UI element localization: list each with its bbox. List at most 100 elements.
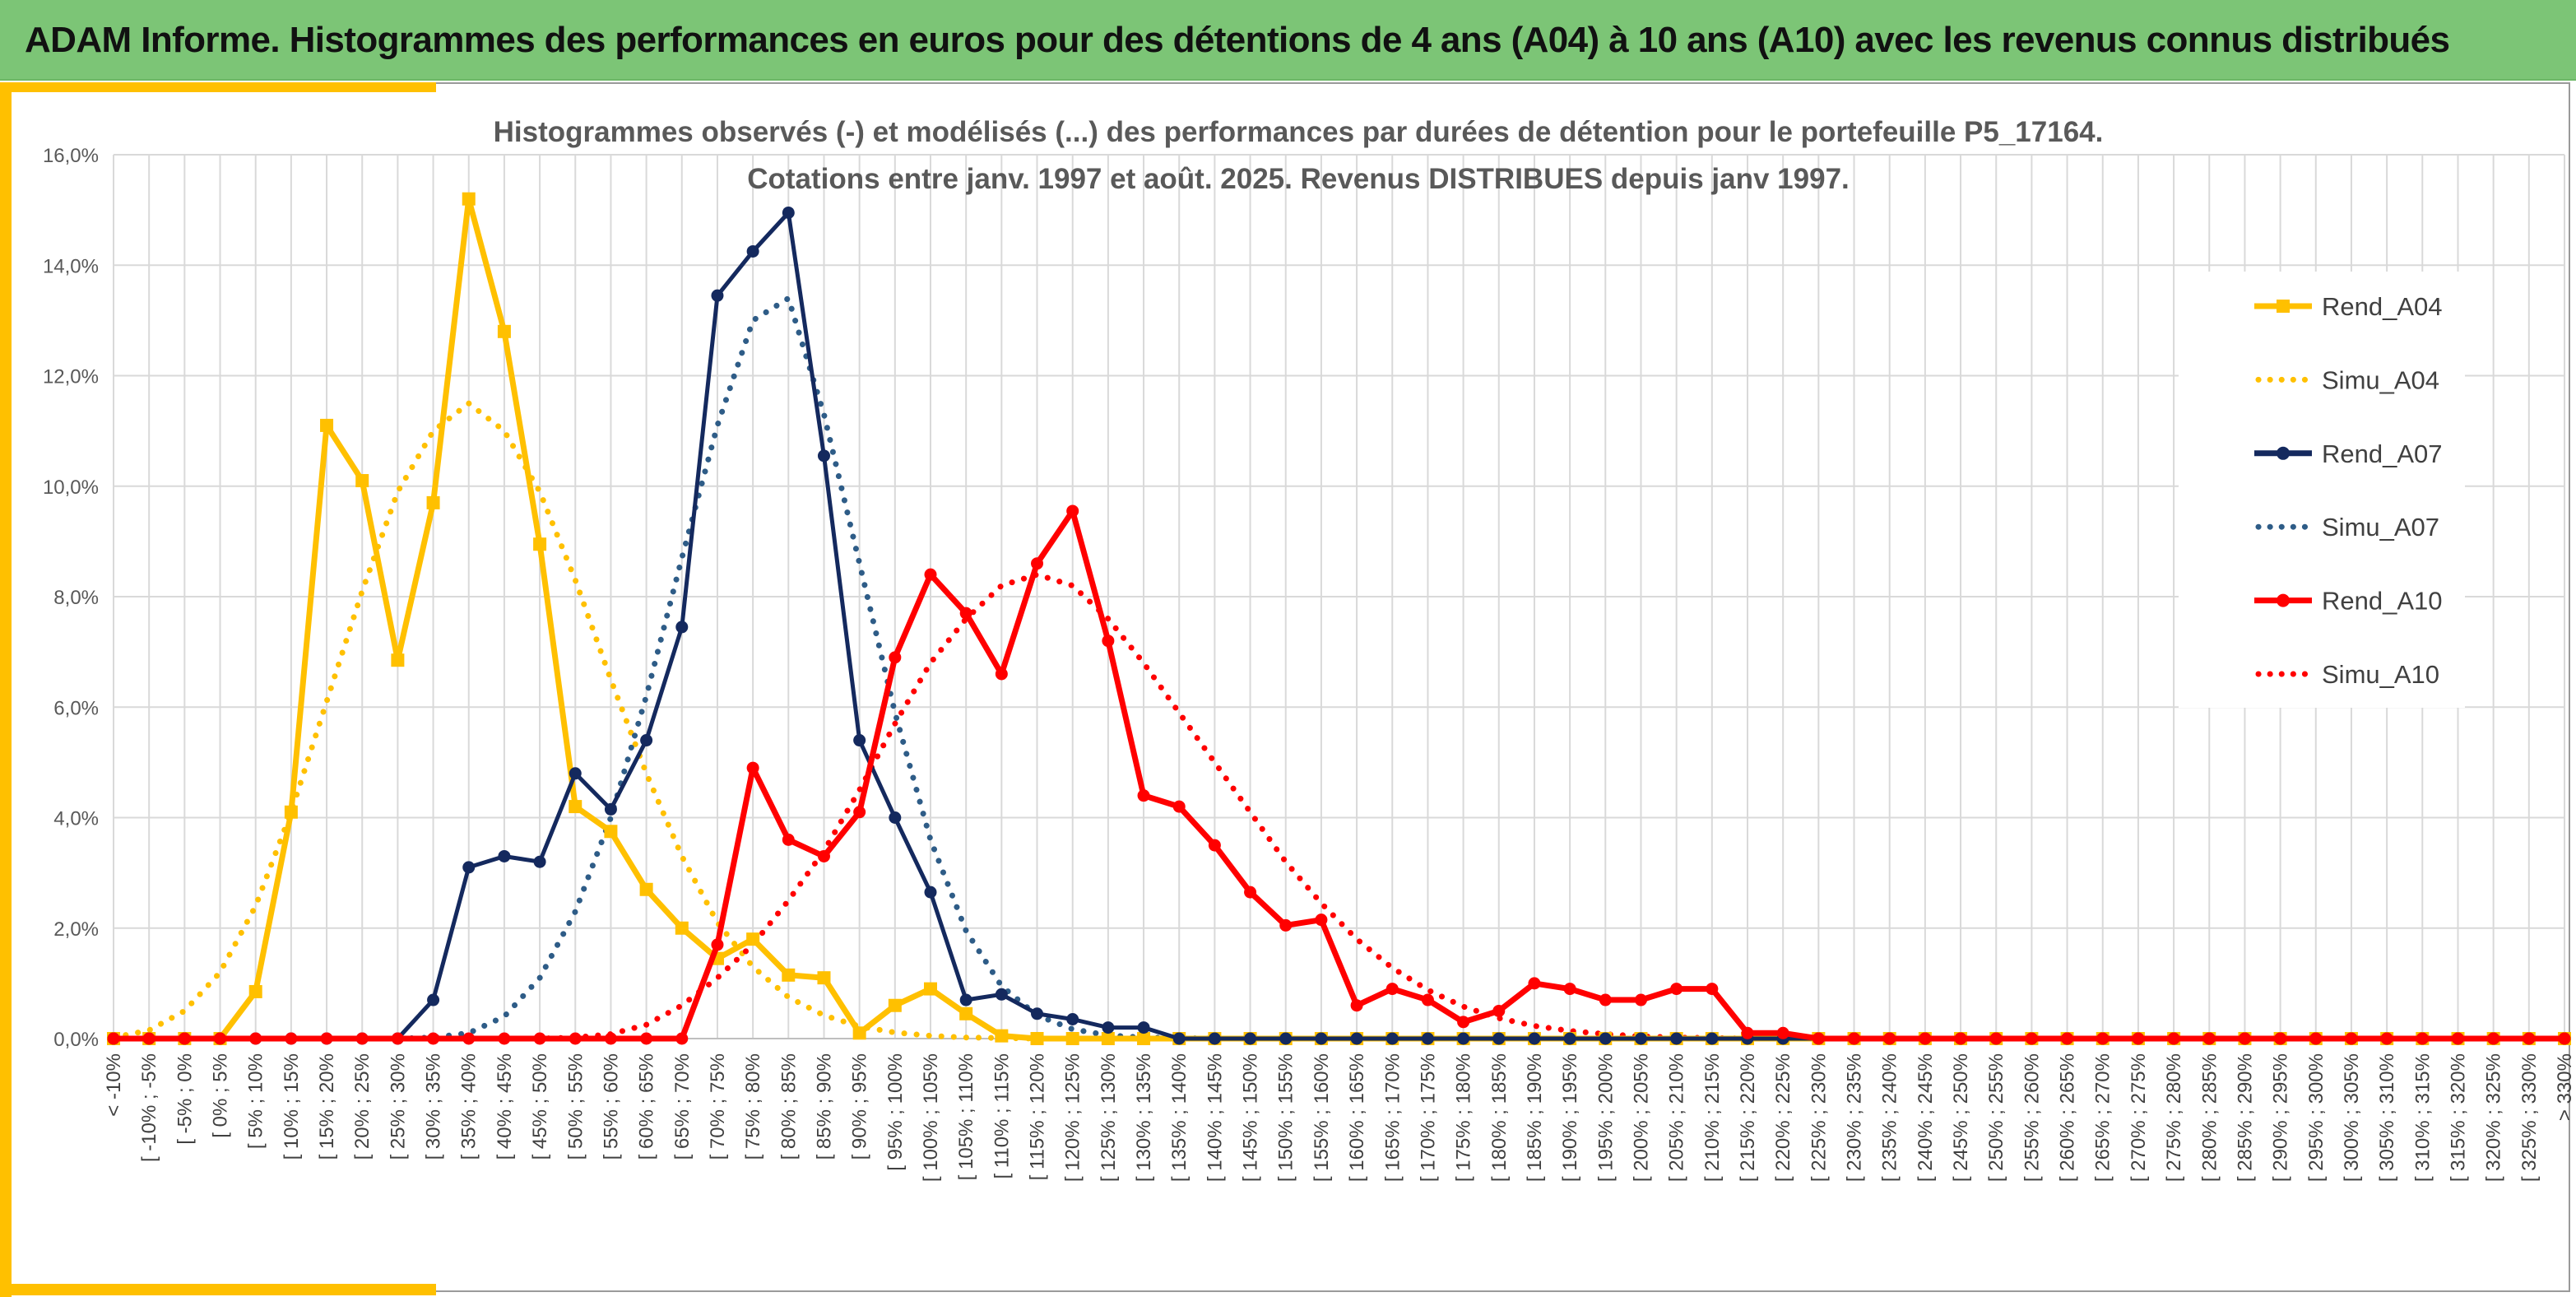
accent-bar-left [0,82,12,1297]
point-rend-a10 [924,568,937,581]
point-rend-a10 [1457,1016,1470,1029]
point-rend-a04 [995,1029,1009,1043]
x-tick-label: [ 100% ; 105% [920,1053,942,1182]
x-tick-label: [ 250% ; 255% [1985,1053,2007,1182]
x-tick-label: [ 135% ; 140% [1168,1053,1191,1182]
point-rend-a07 [1315,1032,1328,1045]
point-rend-a10 [2523,1032,2536,1045]
x-tick-label: [ 25% ; 30% [387,1053,409,1160]
x-tick-label: [ 255% ; 260% [2021,1053,2043,1182]
x-tick-label: [ 265% ; 270% [2092,1053,2114,1182]
point-rend-a07 [1208,1032,1221,1045]
point-rend-a07 [1172,1032,1186,1045]
x-tick-label: [ 275% ; 280% [2163,1053,2185,1182]
point-rend-a10 [1670,983,1683,996]
point-rend-a10 [1848,1032,1861,1045]
point-rend-a04 [959,1006,973,1020]
point-rend-a07 [1279,1032,1293,1045]
point-rend-a10 [711,938,724,951]
point-rend-a07 [604,802,617,816]
x-tick-label: [ 180% ; 185% [1488,1053,1511,1182]
point-rend-a10 [1066,504,1079,518]
point-rend-a10 [355,1032,369,1045]
x-tick-label: [ 280% ; 285% [2198,1053,2221,1182]
report-title: ADAM Informe. Histogrammes des performan… [25,20,2450,60]
x-tick-label: [ 185% ; 190% [1524,1053,1546,1182]
point-rend-a10 [1244,886,1257,899]
x-tick-label: [ 295% ; 300% [2305,1053,2328,1182]
point-rend-a10 [995,667,1008,681]
x-tick-label: [ 85% ; 90% [813,1053,835,1160]
point-rend-a07 [924,886,937,899]
x-tick-label: [ 285% ; 290% [2234,1053,2256,1182]
x-tick-label: [ 0% ; 5% [210,1053,232,1138]
point-rend-a10 [427,1032,440,1045]
point-rend-a04 [533,537,547,551]
point-rend-a07 [1350,1032,1363,1045]
y-tick-label: 2,0% [53,918,99,941]
point-rend-a10 [1421,993,1434,1006]
point-rend-a07 [817,449,830,463]
point-rend-a10 [817,849,830,862]
point-rend-a10 [1989,1032,2003,1045]
point-rend-a07 [853,734,866,747]
point-rend-a07 [1244,1032,1257,1045]
x-tick-label: [ 170% ; 175% [1417,1053,1439,1182]
x-tick-label: [ 50% ; 55% [564,1053,587,1160]
y-tick-label: 16,0% [43,145,99,167]
point-rend-a10 [1528,977,1541,990]
x-tick-label: [ 210% ; 215% [1701,1053,1724,1182]
point-rend-a07 [1102,1021,1115,1034]
x-tick-label: [ 270% ; 275% [2128,1053,2150,1182]
x-tick-label: [ 150% ; 155% [1275,1053,1297,1182]
x-tick-label: [ 70% ; 75% [707,1053,729,1160]
y-tick-label: 10,0% [43,476,99,499]
point-rend-a10 [2096,1032,2110,1045]
legend: Rend_A04 Simu_A04 Rend_A07 Simu_A07 Rend_A10… [2179,272,2465,708]
x-tick-label: [ 130% ; 135% [1133,1053,1155,1182]
point-rend-a04 [391,653,405,667]
point-rend-a04 [462,192,476,206]
point-rend-a07 [1670,1032,1683,1045]
point-rend-a07 [462,861,476,874]
x-tick-label: [ 305% ; 310% [2376,1053,2398,1182]
point-rend-a07 [675,621,689,634]
legend-label-simu-a04: Simu_A04 [2322,365,2439,394]
x-tick-label: [ -5% ; 0% [174,1053,196,1145]
legend-label-simu-a10: Simu_A10 [2322,660,2439,689]
point-rend-a10 [320,1032,333,1045]
point-rend-a04 [1065,1032,1079,1045]
point-rend-a04 [924,982,937,996]
legend-label-rend-a07: Rend_A07 [2322,439,2443,468]
point-rend-a04 [569,800,583,814]
point-rend-a10 [1776,1026,1789,1039]
point-rend-a07 [498,849,511,862]
x-tick-label: [ 40% ; 45% [494,1053,516,1160]
chart-title-line1: Histogrammes observés (-) et modélisés (… [494,116,2104,148]
point-rend-a07 [533,855,546,868]
series-layer [107,192,2571,1045]
point-rend-a10 [1954,1032,1967,1045]
x-tick-label: [ 215% ; 220% [1737,1053,1759,1182]
x-tick-label: [ 200% ; 205% [1630,1053,1652,1182]
point-rend-a10 [1883,1032,1896,1045]
y-tick-label: 8,0% [53,587,99,609]
point-rend-a07 [640,734,653,747]
x-tick-label: [ 120% ; 125% [1062,1053,1084,1182]
y-tick-label: 4,0% [53,808,99,830]
point-rend-a10 [2274,1032,2287,1045]
point-rend-a07 [889,811,902,824]
point-rend-a10 [1172,800,1186,813]
point-rend-a10 [1492,1004,1506,1017]
x-tick-label: [ 155% ; 160% [1311,1053,1333,1182]
x-tick-label: [ 5% ; 10% [245,1053,267,1149]
point-rend-a10 [2309,1032,2323,1045]
point-rend-a10 [640,1032,653,1045]
point-rend-a10 [107,1032,120,1045]
point-rend-a04 [1137,1032,1151,1045]
x-tick-label: [ 320% ; 325% [2483,1053,2505,1182]
x-tick-label: [ 245% ; 250% [1950,1053,1972,1182]
point-rend-a10 [2238,1032,2251,1045]
x-tick-label: [ 45% ; 50% [529,1053,551,1160]
